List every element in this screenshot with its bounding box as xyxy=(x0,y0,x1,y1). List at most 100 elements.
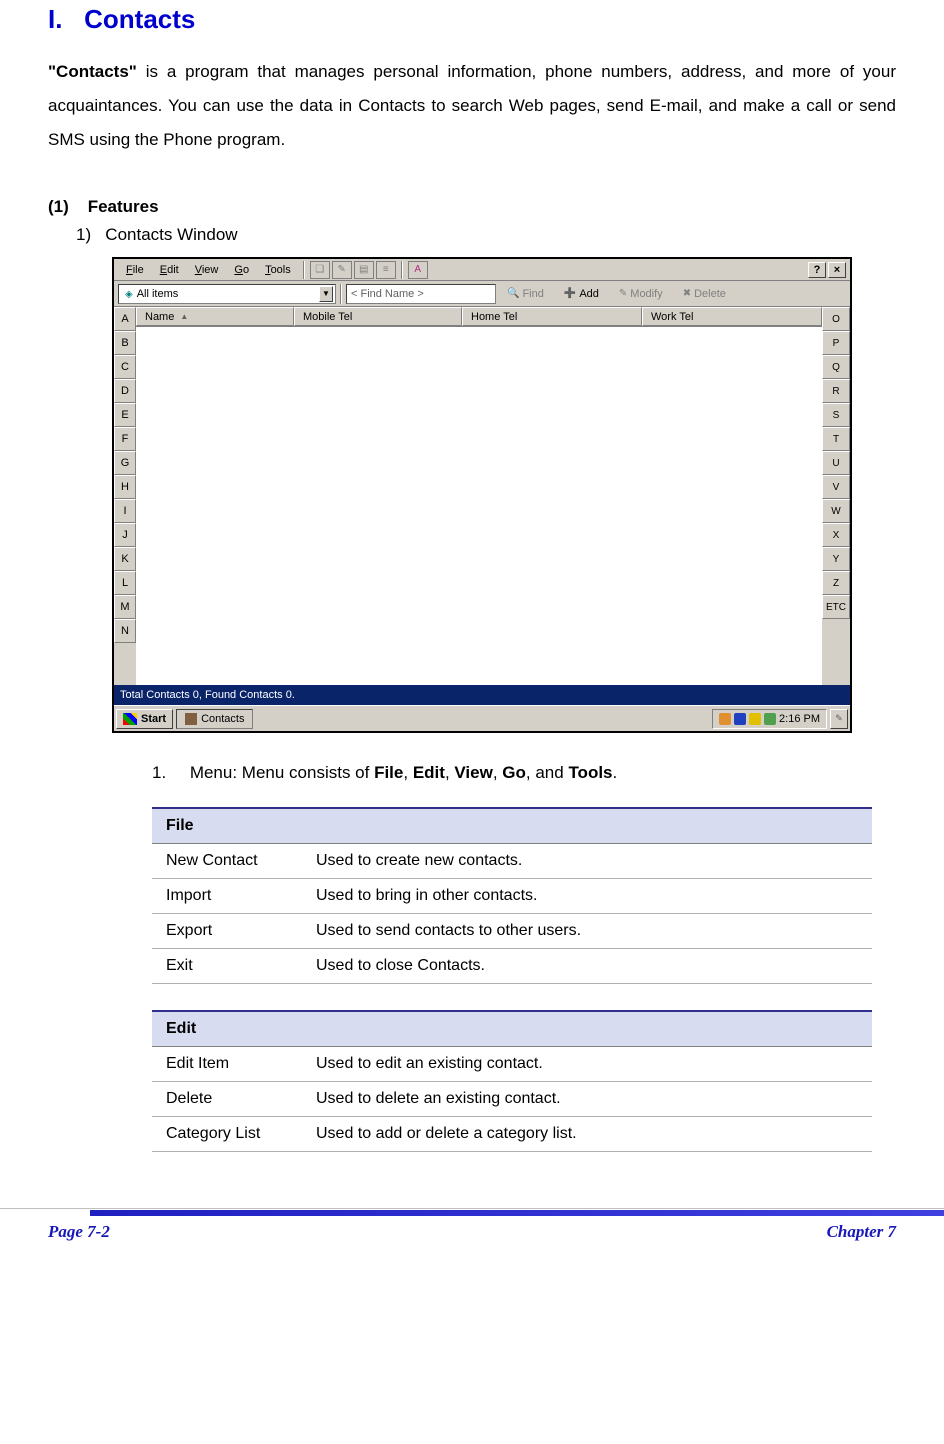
alpha-button-M[interactable]: M xyxy=(114,595,136,619)
windows-flag-icon xyxy=(123,713,137,725)
column-header[interactable]: Mobile Tel xyxy=(294,307,462,326)
table-row: DeleteUsed to delete an existing contact… xyxy=(152,1082,872,1117)
show-desktop-button[interactable]: ✎ xyxy=(830,709,848,729)
alpha-button-F[interactable]: F xyxy=(114,427,136,451)
alpha-button-Q[interactable]: Q xyxy=(822,355,850,379)
alpha-button-B[interactable]: B xyxy=(114,331,136,355)
delete-button[interactable]: ✖Delete xyxy=(674,284,735,304)
alpha-button-V[interactable]: V xyxy=(822,475,850,499)
menu-item-desc: Used to add or delete a category list. xyxy=(302,1117,872,1152)
alpha-index-right: OPQRSTUVWXYZETC xyxy=(822,307,850,685)
category-dropdown[interactable]: ◈All items ▼ xyxy=(118,284,336,304)
toolbar-icon-3[interactable]: ▤ xyxy=(354,261,374,279)
heading-number: I. xyxy=(48,4,62,34)
help-button[interactable]: ? xyxy=(808,262,826,278)
column-header[interactable]: Work Tel xyxy=(642,307,822,326)
alpha-button-K[interactable]: K xyxy=(114,547,136,571)
tray-icon[interactable] xyxy=(734,713,746,725)
alpha-button-N[interactable]: N xyxy=(114,619,136,643)
alpha-button-E[interactable]: E xyxy=(114,403,136,427)
table-header: Edit xyxy=(152,1011,872,1047)
tray-icon[interactable] xyxy=(749,713,761,725)
find-button[interactable]: 🔍Find xyxy=(498,284,553,304)
table-row: Category ListUsed to add or delete a cat… xyxy=(152,1117,872,1152)
page-footer: Page 7-2 Chapter 7 xyxy=(0,1208,944,1242)
toolbar-separator xyxy=(303,261,305,279)
start-button[interactable]: Start xyxy=(116,709,173,729)
delete-icon: ✖ xyxy=(683,288,691,299)
alpha-button-ETC[interactable]: ETC xyxy=(822,595,850,619)
table-row: ImportUsed to bring in other contacts. xyxy=(152,879,872,914)
menu-file[interactable]: File xyxy=(118,262,152,278)
taskbar-app-contacts[interactable]: Contacts xyxy=(176,709,253,729)
menu-item-name: Edit Item xyxy=(152,1047,302,1082)
add-button[interactable]: ➕Add xyxy=(555,284,608,304)
menu-item-desc: Used to close Contacts. xyxy=(302,949,872,984)
alpha-button-T[interactable]: T xyxy=(822,427,850,451)
alpha-button-Z[interactable]: Z xyxy=(822,571,850,595)
menu-edit[interactable]: Edit xyxy=(152,262,187,278)
menu-item-name: Exit xyxy=(152,949,302,984)
alpha-button-I[interactable]: I xyxy=(114,499,136,523)
menu-tools[interactable]: Tools xyxy=(257,262,299,278)
desktop-icon: ✎ xyxy=(835,713,843,724)
toolbar-icon-2[interactable]: ✎ xyxy=(332,261,352,279)
column-header[interactable]: Home Tel xyxy=(462,307,642,326)
alpha-button-O[interactable]: O xyxy=(822,307,850,331)
alpha-button-X[interactable]: X xyxy=(822,523,850,547)
alpha-button-A[interactable]: A xyxy=(114,307,136,331)
alpha-index-left: ABCDEFGHIJKLMN xyxy=(114,307,136,685)
status-bar: Total Contacts 0, Found Contacts 0. xyxy=(114,685,850,705)
alpha-button-Y[interactable]: Y xyxy=(822,547,850,571)
edit-menu-table: Edit Edit ItemUsed to edit an existing c… xyxy=(152,1010,872,1152)
contacts-grid[interactable] xyxy=(136,327,822,685)
alpha-button-H[interactable]: H xyxy=(114,475,136,499)
add-icon: ➕ xyxy=(564,288,576,299)
modify-button[interactable]: ✎Modify xyxy=(610,284,672,304)
toolbar-icon-5[interactable]: A xyxy=(408,261,428,279)
alpha-button-R[interactable]: R xyxy=(822,379,850,403)
menu-view[interactable]: View xyxy=(187,262,227,278)
menu-item-desc: Used to create new contacts. xyxy=(302,844,872,879)
alpha-button-P[interactable]: P xyxy=(822,331,850,355)
alpha-button-G[interactable]: G xyxy=(114,451,136,475)
menu-go[interactable]: Go xyxy=(226,262,257,278)
menu-item-name: Export xyxy=(152,914,302,949)
tray-icon[interactable] xyxy=(719,713,731,725)
intro-paragraph: "Contacts" is a program that manages per… xyxy=(48,55,896,157)
alpha-button-U[interactable]: U xyxy=(822,451,850,475)
tray-icon[interactable] xyxy=(764,713,776,725)
alpha-button-W[interactable]: W xyxy=(822,499,850,523)
heading-title: Contacts xyxy=(84,4,195,34)
system-tray[interactable]: 2:16 PM xyxy=(712,709,827,729)
table-header: File xyxy=(152,808,872,844)
toolbar-icon-1[interactable]: ❏ xyxy=(310,261,330,279)
filter-toolbar: ◈All items ▼ < Find Name > 🔍Find ➕Add ✎M… xyxy=(114,281,850,307)
alpha-button-L[interactable]: L xyxy=(114,571,136,595)
table-row: New ContactUsed to create new contacts. xyxy=(152,844,872,879)
tag-icon: ◈ xyxy=(125,289,133,300)
menu-item-desc: Used to delete an existing contact. xyxy=(302,1082,872,1117)
close-button[interactable]: × xyxy=(828,262,846,278)
alpha-button-C[interactable]: C xyxy=(114,355,136,379)
footer-chapter: Chapter 7 xyxy=(827,1222,896,1242)
alpha-button-J[interactable]: J xyxy=(114,523,136,547)
toolbar-separator xyxy=(401,261,403,279)
alpha-button-D[interactable]: D xyxy=(114,379,136,403)
table-row: ExitUsed to close Contacts. xyxy=(152,949,872,984)
page-heading: I. Contacts xyxy=(48,4,896,35)
table-row: Edit ItemUsed to edit an existing contac… xyxy=(152,1047,872,1082)
column-headers: Name▲Mobile TelHome TelWork Tel xyxy=(136,307,822,327)
toolbar-icon-4[interactable]: ≡ xyxy=(376,261,396,279)
edit-icon: ✎ xyxy=(619,288,627,299)
menu-item-name: Delete xyxy=(152,1082,302,1117)
find-input[interactable]: < Find Name > xyxy=(346,284,496,304)
contacts-body: ABCDEFGHIJKLMN Name▲Mobile TelHome TelWo… xyxy=(114,307,850,685)
alpha-button-S[interactable]: S xyxy=(822,403,850,427)
menu-item-desc: Used to edit an existing contact. xyxy=(302,1047,872,1082)
contacts-window: File Edit View Go Tools ❏ ✎ ▤ ≡ A ? × ◈A… xyxy=(112,257,852,733)
menu-item-name: Category List xyxy=(152,1117,302,1152)
column-header[interactable]: Name▲ xyxy=(136,307,294,326)
search-icon: 🔍 xyxy=(507,288,519,299)
menu-item-desc: Used to bring in other contacts. xyxy=(302,879,872,914)
